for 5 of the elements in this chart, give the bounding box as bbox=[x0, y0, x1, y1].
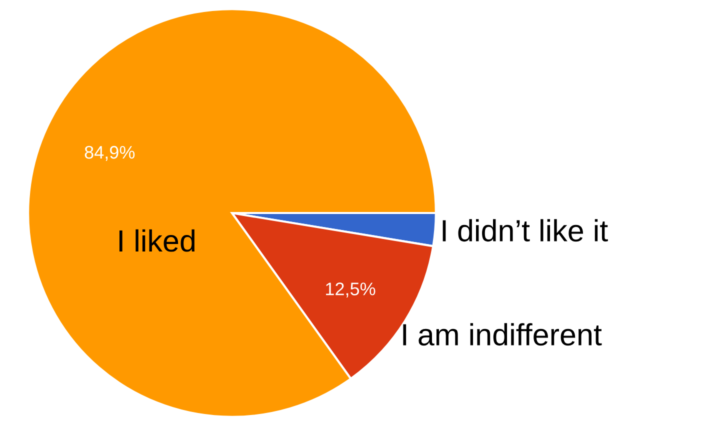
data-label: 12,5% bbox=[326, 282, 376, 298]
slice-label: I didn’t like it bbox=[442, 219, 608, 242]
slice-label: I liked bbox=[119, 229, 194, 252]
slice-label: I am indifferent bbox=[403, 323, 602, 346]
data-label: 84,9% bbox=[84, 146, 135, 161]
